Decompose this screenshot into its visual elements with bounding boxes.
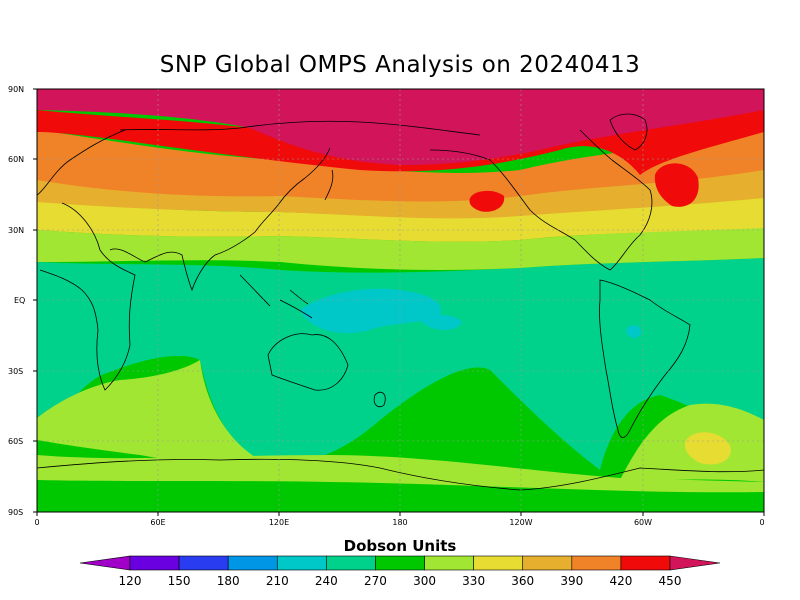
- x-tick-label: 0: [34, 518, 39, 527]
- coast-greenland: [609, 113, 648, 151]
- coast-se-asia: [239, 274, 313, 319]
- colorbar-label: 390: [560, 574, 583, 588]
- colorbar-label: 360: [511, 574, 534, 588]
- coast-north-america: [429, 129, 653, 271]
- colorbar-label: 420: [609, 574, 632, 588]
- grid: [37, 89, 764, 512]
- colorbar-title: Dobson Units: [343, 537, 457, 555]
- coast-arctic-eurasia: [119, 120, 481, 136]
- colorbar-swatch: [227, 555, 278, 571]
- band-450-north: [37, 108, 764, 175]
- coastlines: [37, 113, 764, 491]
- colorbar-label: 240: [315, 574, 338, 588]
- band-330-north: [37, 225, 764, 270]
- map-title: SNP Global OMPS Analysis on 20240413: [159, 52, 641, 78]
- coast-antarctica: [37, 458, 764, 491]
- band-330-indian-small: [156, 406, 174, 416]
- band-420-north: [37, 125, 764, 202]
- y-tick-label: 30S: [8, 367, 23, 376]
- colorbar-label: 330: [462, 574, 485, 588]
- x-tick-marks: [36, 512, 765, 516]
- y-tick-label: 30N: [8, 226, 24, 235]
- y-tick-marks: [33, 88, 37, 513]
- band-300-antarctic: [37, 490, 764, 512]
- band-480-polar: [37, 89, 764, 165]
- band-270-tropics: [37, 258, 764, 470]
- x-tick-label: 180: [392, 518, 407, 527]
- colorbar-swatch: [522, 555, 573, 571]
- colorbar: 120 150 180 210 240 270 300 330 360 390 420 450: [79, 555, 721, 588]
- band-240-samerica: [626, 325, 642, 338]
- y-tick-label: 60N: [8, 155, 24, 164]
- y-tick-label: 90N: [8, 85, 24, 94]
- band-360-south-atlantic: [684, 432, 731, 465]
- colorbar-swatch: [424, 555, 474, 571]
- coast-south-america: [599, 279, 691, 438]
- colorbar-label: 210: [266, 574, 289, 588]
- band-450-pacific-low: [469, 190, 505, 212]
- colorbar-label: 270: [364, 574, 387, 588]
- colorbar-label: 150: [168, 574, 191, 588]
- coast-new-zealand: [373, 391, 386, 408]
- y-tick-label: 90S: [8, 508, 23, 517]
- band-330-south-west: [37, 360, 260, 464]
- band-330-antarctic: [37, 455, 764, 493]
- coast-australia: [267, 333, 349, 391]
- x-tick-label: 60E: [150, 518, 165, 527]
- band-330-indian-ocean: [89, 395, 141, 422]
- colorbar-swatch: [276, 555, 327, 571]
- band-240-pacific: [300, 288, 441, 334]
- ozone-field: [37, 89, 764, 512]
- coast-arabia-india: [109, 248, 216, 292]
- colorbar-swatch: [129, 555, 180, 571]
- colorbar-swatch: [571, 555, 622, 571]
- y-tick-label: EQ: [14, 296, 25, 305]
- x-tick-label: 120E: [269, 518, 289, 527]
- coast-east-asia: [214, 147, 334, 256]
- colorbar-label: 450: [659, 574, 682, 588]
- band-240-pacific-east: [420, 314, 462, 330]
- x-tick-label: 0: [759, 518, 764, 527]
- colorbar-swatch: [473, 555, 524, 571]
- x-tick-label: 120W: [509, 518, 532, 527]
- colorbar-swatch: [669, 555, 721, 571]
- coast-africa-europe: [37, 129, 136, 391]
- y-tick-label: 60S: [8, 437, 23, 446]
- colorbar-label: 180: [217, 574, 240, 588]
- band-390-north: [37, 168, 764, 219]
- colorbar-label: 120: [119, 574, 142, 588]
- colorbar-swatch: [79, 555, 131, 571]
- band-450-atlantic-low: [654, 163, 699, 207]
- colorbar-label: 300: [413, 574, 436, 588]
- colorbar-swatch: [326, 555, 376, 571]
- colorbar-swatch: [178, 555, 229, 571]
- colorbar-swatch: [375, 555, 425, 571]
- colorbar-swatch: [620, 555, 671, 571]
- x-tick-label: 60W: [634, 518, 652, 527]
